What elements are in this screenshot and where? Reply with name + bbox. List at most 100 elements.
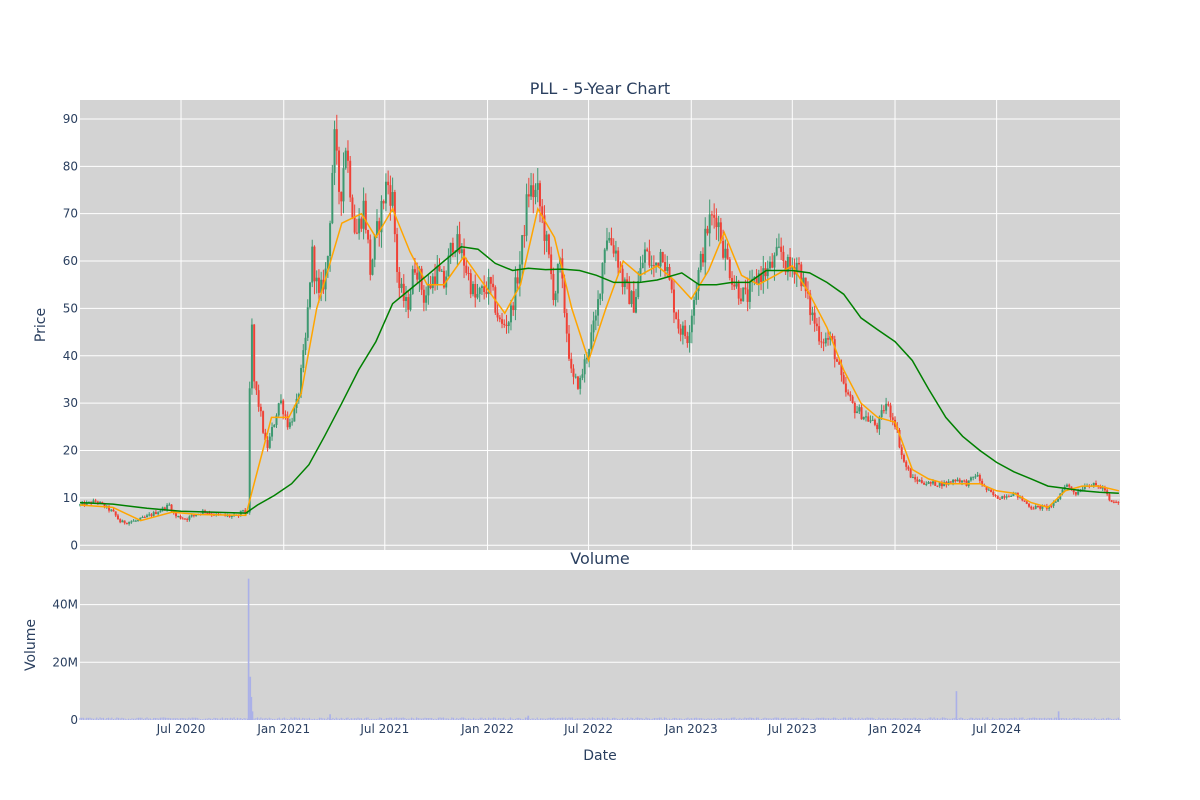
candle-body bbox=[346, 150, 349, 161]
candle-body bbox=[123, 520, 126, 524]
volume-bar bbox=[486, 719, 488, 720]
volume-bar bbox=[556, 717, 558, 720]
date-x-tick-label: Jan 2021 bbox=[256, 722, 310, 736]
candle-body bbox=[425, 295, 428, 303]
volume-bar bbox=[210, 718, 212, 720]
candle-body bbox=[282, 400, 285, 415]
volume-bar bbox=[101, 718, 103, 720]
candle-body bbox=[246, 512, 249, 514]
candle-body bbox=[398, 271, 401, 289]
volume-bar bbox=[444, 718, 446, 720]
volume-bar bbox=[923, 718, 925, 720]
volume-bar bbox=[158, 718, 160, 720]
volume-bar bbox=[503, 717, 505, 720]
volume-bar bbox=[900, 718, 902, 720]
volume-bar bbox=[308, 717, 311, 720]
volume-bar bbox=[400, 717, 403, 720]
volume-bar bbox=[206, 718, 208, 720]
volume-bar bbox=[141, 717, 143, 720]
volume-bar bbox=[642, 718, 644, 720]
volume-bar bbox=[657, 718, 659, 720]
candle-body bbox=[766, 268, 769, 277]
volume-y-tick-label: 40M bbox=[52, 598, 78, 612]
candle-body bbox=[143, 516, 146, 518]
candle-body bbox=[431, 276, 434, 289]
volume-bar bbox=[330, 718, 332, 720]
candle-body bbox=[503, 323, 506, 325]
volume-bar bbox=[407, 718, 409, 720]
candle-body bbox=[547, 234, 550, 255]
candle-body bbox=[599, 293, 602, 300]
candle-body bbox=[108, 506, 111, 511]
candle-body bbox=[786, 256, 789, 273]
candle-body bbox=[1061, 489, 1064, 494]
candle-body bbox=[317, 277, 320, 293]
candle-body bbox=[710, 214, 713, 216]
volume-bar bbox=[186, 718, 188, 720]
volume-bar bbox=[580, 718, 582, 720]
candle-body bbox=[681, 325, 684, 335]
candle-body bbox=[206, 512, 209, 514]
volume-bar bbox=[1052, 718, 1054, 720]
candle-body bbox=[804, 277, 807, 292]
candle-body bbox=[739, 298, 742, 302]
date-x-tick-label: Jul 2023 bbox=[767, 722, 817, 736]
candle-body bbox=[183, 518, 186, 520]
volume-bar bbox=[893, 717, 895, 720]
candle-body bbox=[838, 361, 841, 365]
candle-body bbox=[228, 515, 231, 517]
volume-bar bbox=[750, 717, 753, 720]
volume-bar bbox=[359, 718, 361, 720]
candle-body bbox=[873, 419, 876, 425]
volume-bar bbox=[327, 717, 329, 720]
date-x-tick-label: Jan 2024 bbox=[868, 722, 922, 736]
volume-bar bbox=[471, 719, 473, 720]
volume-bar bbox=[102, 717, 105, 720]
volume-bar bbox=[439, 717, 441, 720]
candle-body bbox=[610, 237, 613, 246]
candle-body bbox=[936, 485, 939, 487]
volume-bar bbox=[660, 717, 662, 720]
volume-bar bbox=[814, 718, 816, 720]
candle-body bbox=[195, 514, 198, 516]
volume-bar bbox=[247, 578, 250, 720]
date-x-tick-labels: Jul 2020 Jan 2021 Jul 2021 Jan 2022 Jul 2022… bbox=[156, 722, 1021, 736]
volume-bar bbox=[1106, 718, 1108, 720]
volume-bar bbox=[1015, 717, 1017, 720]
volume-bar bbox=[873, 718, 875, 720]
volume-bar bbox=[635, 717, 637, 720]
candle-body bbox=[255, 381, 258, 391]
volume-bar bbox=[881, 718, 883, 720]
candle-body bbox=[652, 265, 655, 267]
volume-bar bbox=[193, 717, 195, 720]
candle-body bbox=[650, 265, 653, 267]
candle-body bbox=[835, 359, 838, 362]
volume-bar bbox=[163, 717, 165, 720]
candle-body bbox=[166, 504, 169, 510]
volume-bar bbox=[990, 718, 992, 720]
candle-body bbox=[608, 237, 611, 241]
candle-body bbox=[563, 278, 566, 314]
candle-body bbox=[94, 500, 97, 502]
candle-body bbox=[480, 286, 483, 289]
candle-body bbox=[688, 332, 691, 344]
volume-bar bbox=[967, 719, 969, 720]
volume-bar bbox=[1005, 718, 1007, 720]
volume-bar bbox=[362, 719, 364, 720]
volume-bar bbox=[295, 717, 297, 720]
volume-bar bbox=[565, 717, 567, 720]
candle-body bbox=[655, 262, 658, 266]
volume-bar bbox=[119, 718, 121, 720]
volume-bar bbox=[652, 718, 654, 720]
volume-bar bbox=[956, 719, 959, 720]
volume-bar bbox=[427, 718, 429, 720]
candle-body bbox=[612, 245, 615, 254]
candle-body bbox=[137, 519, 140, 521]
volume-bar bbox=[779, 718, 781, 720]
date-x-tick-label: Jan 2022 bbox=[460, 722, 514, 736]
volume-bar bbox=[951, 718, 954, 720]
volume-bar bbox=[648, 718, 651, 720]
candle-body bbox=[931, 481, 934, 484]
candle-body bbox=[134, 520, 137, 522]
volume-bar bbox=[484, 718, 486, 720]
